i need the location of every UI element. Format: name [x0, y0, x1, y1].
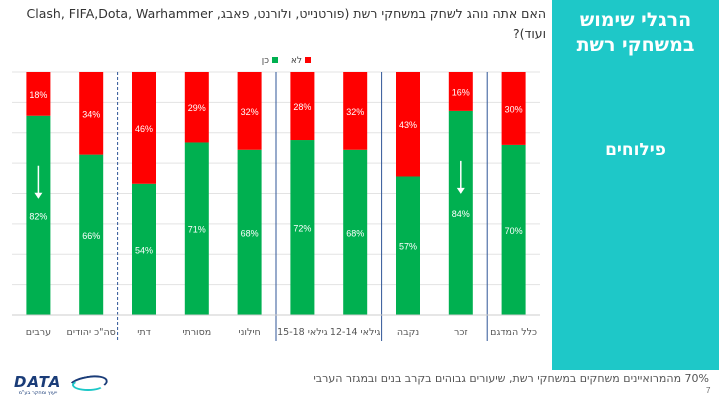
section-subtitle: פילוחים	[605, 140, 666, 160]
category-label: דתי	[137, 327, 151, 338]
data-label-yes: 82%	[29, 211, 47, 221]
question-text: האם אתה נוהג לשחק במשחקי רשת (פורטנייט, …	[26, 6, 546, 41]
data-label-yes: 84%	[452, 209, 470, 219]
down-arrow-head-icon	[34, 192, 43, 199]
footer-note: 70% מהמרואיינים משחקים במשחקי רשת, שיעור…	[313, 372, 709, 385]
legend-swatch	[305, 57, 311, 63]
bar-yes	[184, 142, 209, 315]
category-label: נקבה	[397, 327, 419, 338]
page-number: 7	[706, 386, 711, 395]
logo-swoosh-accent-icon	[72, 379, 104, 391]
logo-text: DATA	[14, 373, 62, 391]
side-panel: הרגלי שימוש במשחקי רשת פילוחים	[552, 0, 719, 370]
logo-tagline: ייעוץ ומחקר בע"מ	[18, 390, 58, 396]
down-arrow-head-icon	[456, 187, 465, 194]
bar-yes	[132, 183, 156, 315]
data-label-yes: 66%	[82, 231, 100, 241]
bar-no	[26, 72, 51, 116]
data-label-yes: 68%	[346, 228, 364, 238]
bar-yes	[237, 149, 262, 315]
bar-no	[237, 72, 262, 150]
data-label-no: 46%	[135, 124, 153, 134]
bar-no	[501, 72, 526, 145]
bar-yes	[343, 149, 368, 315]
bar-yes	[26, 115, 51, 316]
category-label: חילוני	[238, 327, 260, 338]
legend-label: לא	[291, 56, 302, 66]
data-label-no: 18%	[29, 90, 47, 100]
bar-yes	[501, 144, 526, 315]
data-label-yes: 71%	[188, 225, 206, 235]
category-label: זכר	[454, 327, 468, 338]
data-label-no: 34%	[82, 109, 100, 119]
data-label-yes: 54%	[135, 245, 153, 255]
data-label-no: 16%	[452, 87, 470, 97]
category-label: מסורתי	[182, 327, 211, 338]
bar-no	[343, 72, 368, 150]
data-label-yes: 72%	[293, 224, 311, 234]
data-label-no: 30%	[505, 104, 523, 114]
bar-yes	[290, 140, 315, 315]
bar-yes	[79, 154, 104, 315]
category-label: גילאי 15-18	[277, 327, 328, 338]
bar-no	[79, 72, 104, 155]
section-title: הרגלי שימוש במשחקי רשת	[576, 9, 695, 56]
data-label-no: 28%	[293, 102, 311, 112]
legend-swatch	[272, 57, 278, 63]
data-label-no: 32%	[346, 107, 364, 117]
data-label-no: 43%	[399, 120, 417, 130]
data-label-yes: 57%	[399, 242, 417, 252]
bar-no	[290, 72, 315, 141]
category-label: כלל המדגם	[490, 327, 537, 338]
category-label: סה"כ יהודים	[67, 327, 116, 338]
data-label-no: 32%	[241, 107, 259, 117]
company-logo: DATA ייעוץ ומחקר בע"מ	[8, 372, 110, 397]
bar-no	[396, 72, 420, 177]
data-label-yes: 68%	[241, 228, 259, 238]
bar-no	[448, 72, 473, 111]
bar-no	[132, 72, 156, 184]
bar-no	[184, 72, 209, 143]
category-label: ערבים	[26, 327, 51, 338]
stacked-bar-chart: כן לא 70% 30% כלל המדגם 84% 16% זכר 57% 43% נקבה 68…	[12, 56, 540, 341]
bar-yes	[396, 176, 420, 315]
data-label-no: 29%	[188, 103, 206, 113]
bar-yes	[448, 110, 473, 315]
data-label-yes: 70%	[505, 226, 523, 236]
legend-label: כן	[262, 56, 269, 66]
category-label: גילאי 12-14	[330, 327, 381, 338]
